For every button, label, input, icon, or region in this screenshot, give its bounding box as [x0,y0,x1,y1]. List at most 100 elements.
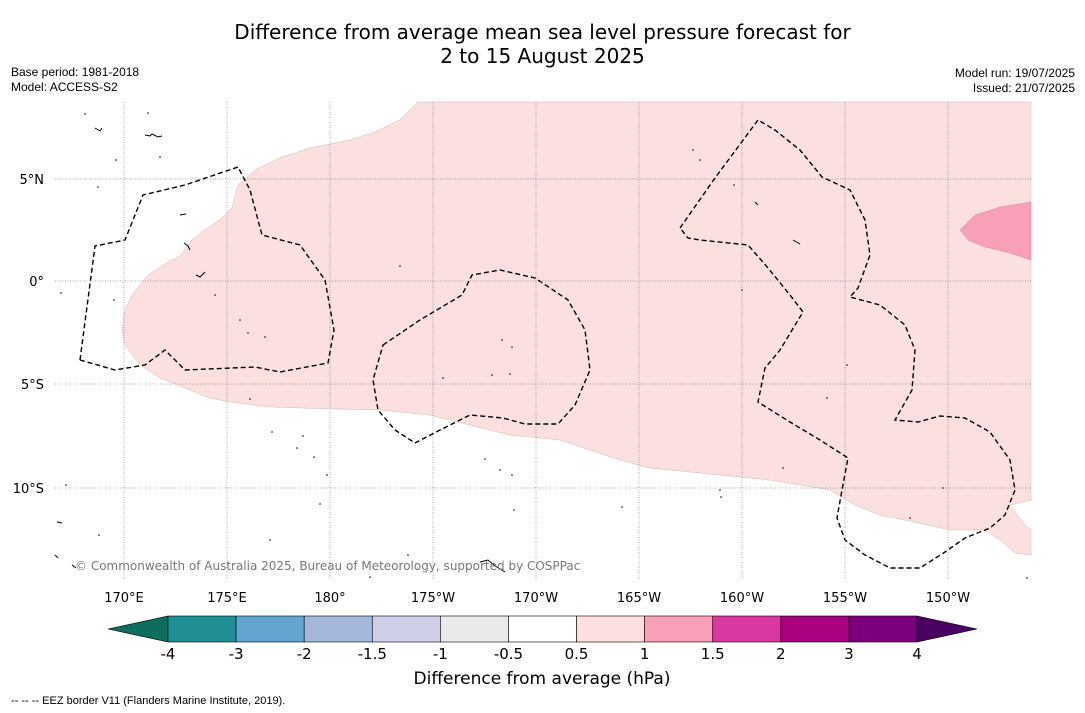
island [214,294,216,296]
islands [54,127,801,573]
island [369,576,371,578]
island [719,489,721,491]
copyright-text: © Commonwealth of Australia 2025, Bureau… [75,559,580,573]
island [65,484,67,486]
colorbar-tick-label: -2 [297,645,312,663]
island [313,456,315,458]
island [147,112,149,114]
colorbar-tick-label: -0.5 [494,645,523,663]
island [621,506,623,508]
colorbar-segment [371,615,441,643]
island [826,397,828,399]
island [113,299,115,301]
colorbar-segment [235,615,305,643]
island [720,496,722,498]
lat-label-0: 0° [29,275,44,290]
title-line-1: Difference from average mean sea level p… [234,20,851,44]
colorbar-tick-label: 1 [640,645,650,663]
island [846,364,848,366]
lon-label-175W: 175°W [411,591,455,606]
lon-label-165W: 165°W [617,591,661,606]
colorbar-segment [644,615,714,643]
island [247,332,249,334]
colorbar-segment [303,615,373,643]
colorbar-segment [508,615,577,643]
island [94,127,103,132]
island [511,346,513,348]
base-period: Base period: 1981-2018 [11,65,140,79]
island [84,113,86,115]
island [692,149,694,151]
title-line-2: 2 to 15 August 2025 [440,44,645,68]
island [782,467,784,469]
eez-border-west [79,166,335,373]
island [54,554,59,559]
island [509,373,511,375]
island [484,458,486,460]
anomaly-region-0.5-1 [121,101,1032,556]
colorbar-tick-label: 0.5 [565,645,589,663]
island [264,336,266,338]
eez-footnote: -- -- -- EEZ border V11 (Flanders Marine… [11,695,286,707]
meta-left: Base period: 1981-2018 Model: ACCESS-S2 [11,65,139,95]
model-run: Model run: 19/07/2025 [954,66,1075,80]
island [183,242,191,251]
colorbar-title: Difference from average (hPa) [414,669,671,689]
colorbar-tick-label: 3 [844,645,854,663]
gridlines [55,102,1031,580]
colorbar-tick-label: -1 [433,645,448,663]
model-name: Model: ACCESS-S2 [11,80,118,94]
colorbar: -4 -3 -2 -1.5 -1 -0.5 0.5 1 1.5 2 3 4 Difference fr… [107,615,978,689]
island [115,159,117,161]
island [71,564,77,569]
island [442,377,444,379]
lon-label-170E: 170°E [104,591,144,606]
colorbar-tick-label: -4 [161,645,176,663]
island [302,435,304,437]
lon-label-150W: 150°W [926,591,970,606]
island [179,213,187,216]
lat-label-5S: 5°S [21,378,44,393]
island [296,447,298,449]
lon-label-155W: 155°W [823,591,867,606]
lat-label-10S: 10°S [13,482,44,497]
lat-label-5N: 5°N [20,173,45,188]
island [754,201,759,206]
meta-right: Model run: 19/07/2025 Issued: 21/07/2025 [955,66,1075,96]
island [195,271,206,278]
lon-label-170W: 170°W [514,591,558,606]
island [269,539,271,541]
colorbar-segment [780,615,850,643]
island [513,509,515,511]
island [97,186,99,188]
island [326,474,328,476]
island [319,503,321,505]
eez-border-central [372,269,591,444]
island [407,554,409,556]
island [699,159,701,161]
colorbar-tick-label: -1.5 [358,645,387,663]
island [733,184,735,186]
lon-label-175E: 175°E [207,591,247,606]
chart-title: Difference from average mean sea level p… [0,20,1085,68]
colorbar-tick-label: 4 [912,645,922,663]
island [501,339,503,341]
colorbar-segments [167,615,918,643]
island [249,398,251,400]
colorbar-tick-label: -3 [229,645,244,663]
island [741,289,743,291]
colorbar-tick-label: 1.5 [701,645,725,663]
lon-labels: 170°E 175°E 180° 175°W 170°W 165°W 160°W… [104,591,970,606]
island [60,292,62,294]
island [792,239,801,245]
colorbar-tick-labels: -4 -3 -2 -1.5 -1 -0.5 0.5 1 1.5 2 3 4 [161,645,922,663]
lon-label-180: 180° [314,591,345,606]
eez-borders [79,119,1016,569]
island [511,474,513,476]
colorbar-high-arrow [916,615,978,643]
colorbar-segment [848,615,918,643]
island-dots [60,112,1028,579]
island [491,374,493,376]
island [909,517,911,519]
